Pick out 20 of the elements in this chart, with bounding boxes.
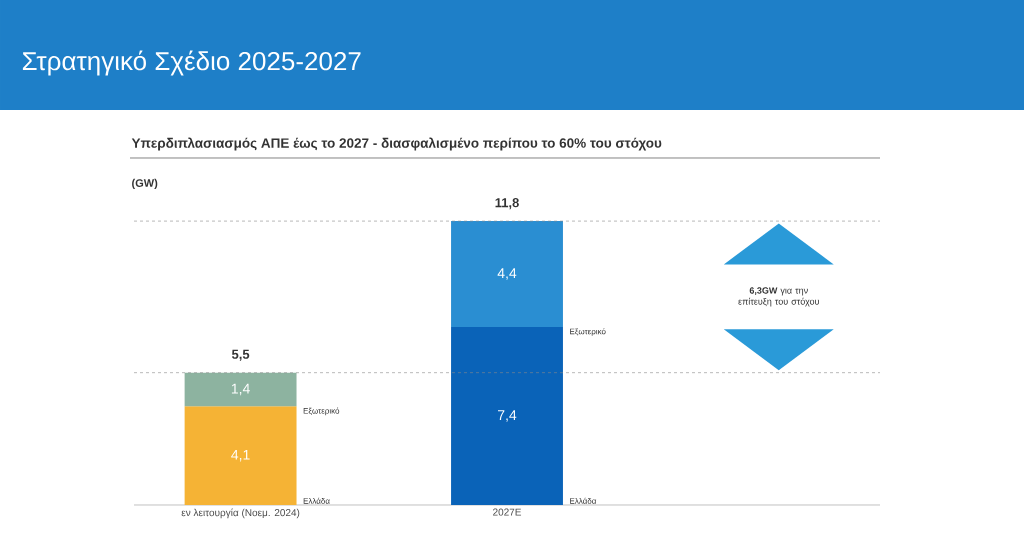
data-label: 7,4: [498, 410, 517, 422]
bar: [451, 221, 563, 327]
total-label: 5,5: [231, 349, 250, 361]
text: Εξωτερικό: [570, 328, 606, 336]
chart-title: Στρατηγικό Σχέδιο 2025-2027: [22, 50, 361, 76]
chart-subtitle: Υπερδιπλασιασμός ΑΠΕ έως το 2027 - διασφαλισμένο περίπου το 60% του στόχου: [131, 137, 662, 151]
text: 6,3GW για την επίτευξη του στόχου: [738, 287, 820, 307]
text: Ελλάδα: [570, 497, 597, 504]
total-label: 11,8: [495, 198, 519, 210]
data-label: 4,1: [231, 449, 250, 462]
bar: [184, 372, 297, 407]
series-label: Ελλάδα: [303, 497, 330, 504]
bar: [451, 326, 563, 505]
x-tick-label: εν λειτουργία (Νοεμ. 2024): [181, 508, 300, 519]
bar: [184, 406, 297, 505]
y-axis-title: (GW): [132, 178, 158, 190]
data-label: 1,4: [231, 383, 250, 396]
x-tick-label: 2027E: [493, 508, 522, 516]
data-label: 4,4: [497, 268, 517, 280]
series-label: Εξωτερικό: [303, 407, 340, 416]
